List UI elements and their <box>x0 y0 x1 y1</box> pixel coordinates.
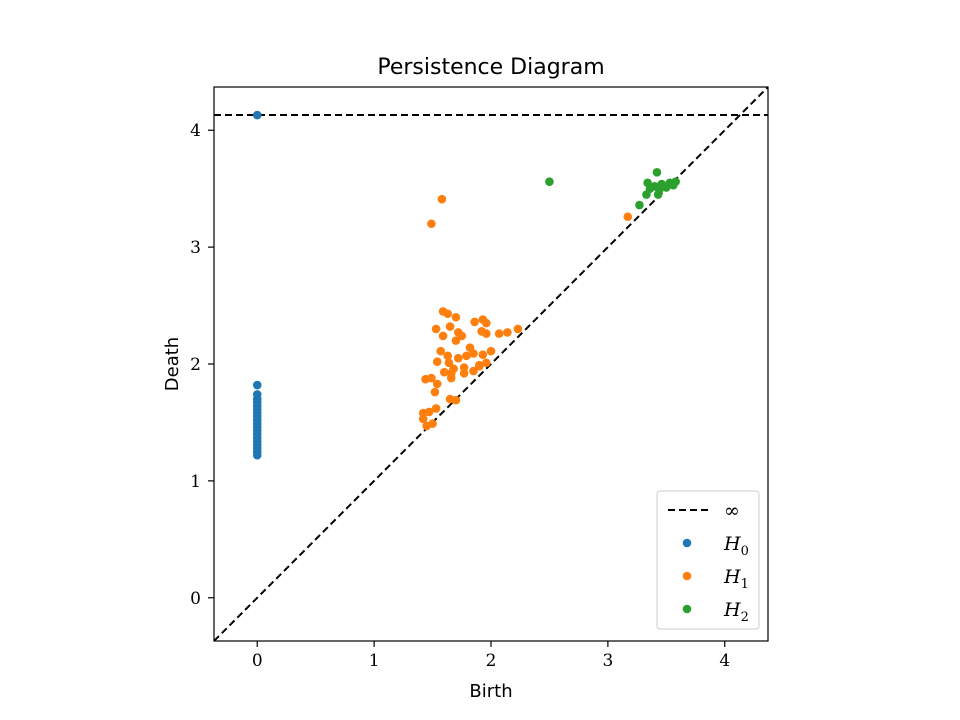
y-tick-label: 0 <box>190 589 201 609</box>
x-axis-label: Birth <box>469 681 512 702</box>
legend-label-h2: H2 <box>723 599 749 625</box>
data-point-h2 <box>635 200 644 210</box>
data-point-h1 <box>470 317 479 327</box>
legend-swatch-h1 <box>682 571 692 581</box>
data-point-h1 <box>432 379 442 389</box>
legend-box <box>656 490 760 630</box>
data-point-h1 <box>457 331 467 341</box>
data-point-h1 <box>451 312 461 322</box>
data-point-h1 <box>445 322 455 331</box>
data-point-h2 <box>662 183 671 192</box>
legend-swatch-h0 <box>682 538 692 548</box>
y-axis-label: Death <box>162 337 183 391</box>
data-point-h1 <box>469 366 478 376</box>
data-point-h1 <box>430 387 440 397</box>
data-point-h2 <box>653 190 663 199</box>
data-point-h1 <box>427 219 436 229</box>
data-point-h1 <box>451 395 461 405</box>
data-point-h1 <box>443 351 453 361</box>
data-point-h1 <box>453 353 463 363</box>
legend-label-h1: H1 <box>723 566 749 592</box>
data-point-h1 <box>427 373 436 383</box>
legend-infinity-label: ∞ <box>724 500 740 522</box>
x-tick-label: 4 <box>719 651 730 671</box>
data-point-h2 <box>652 168 662 177</box>
data-point-h1 <box>482 358 491 368</box>
data-point-h1 <box>494 329 504 338</box>
data-point-h1 <box>437 194 447 204</box>
data-point-h1 <box>418 414 428 424</box>
data-point-h0 <box>252 110 262 120</box>
x-tick-label: 1 <box>369 651 380 671</box>
data-point-h2 <box>669 180 678 190</box>
data-point-h1 <box>444 358 454 368</box>
data-point-h1 <box>436 346 446 356</box>
y-tick-label: 2 <box>190 355 201 375</box>
x-axis: 0 1 2 3 4 <box>252 641 730 671</box>
data-point-h1 <box>459 369 469 378</box>
y-tick-label: 1 <box>190 472 201 492</box>
data-point-h1 <box>431 404 441 413</box>
data-point-h1 <box>443 309 453 319</box>
y-tick-label: 4 <box>190 121 201 141</box>
y-axis: 0 1 2 3 4 <box>190 121 214 609</box>
data-point-h0 <box>252 380 262 390</box>
data-point-h1 <box>446 373 456 383</box>
data-point-h1 <box>422 421 432 431</box>
chart-title: Persistence Diagram <box>377 55 604 80</box>
data-point-h2 <box>642 190 651 199</box>
x-tick-label: 2 <box>486 651 497 671</box>
data-point-h1 <box>431 324 441 334</box>
data-point-h1 <box>462 351 471 361</box>
points-layer <box>252 110 680 460</box>
legend-label-h0: H0 <box>723 533 749 559</box>
x-tick-label: 0 <box>252 651 263 671</box>
data-point-h1 <box>623 212 633 222</box>
data-point-h1 <box>432 357 442 366</box>
legend-swatch-h2 <box>682 604 692 614</box>
data-point-h1 <box>451 336 461 345</box>
legend: ∞ H0 H1 H2 <box>656 490 760 630</box>
data-point-h1 <box>475 360 484 370</box>
data-point-h1 <box>478 350 488 359</box>
data-point-h1 <box>482 329 491 338</box>
y-tick-label: 3 <box>190 238 201 258</box>
data-point-h1 <box>503 328 512 337</box>
x-tick-label: 3 <box>602 651 613 671</box>
data-point-h1 <box>513 324 523 334</box>
data-point-h2 <box>545 177 554 186</box>
data-point-h0 <box>252 450 262 460</box>
data-point-h1 <box>486 346 496 356</box>
data-point-h1 <box>438 331 448 341</box>
data-point-h1 <box>482 318 491 328</box>
plot-area <box>214 87 768 641</box>
data-point-h1 <box>439 367 449 377</box>
data-point-h1 <box>469 349 478 358</box>
data-point-h1 <box>424 407 434 417</box>
